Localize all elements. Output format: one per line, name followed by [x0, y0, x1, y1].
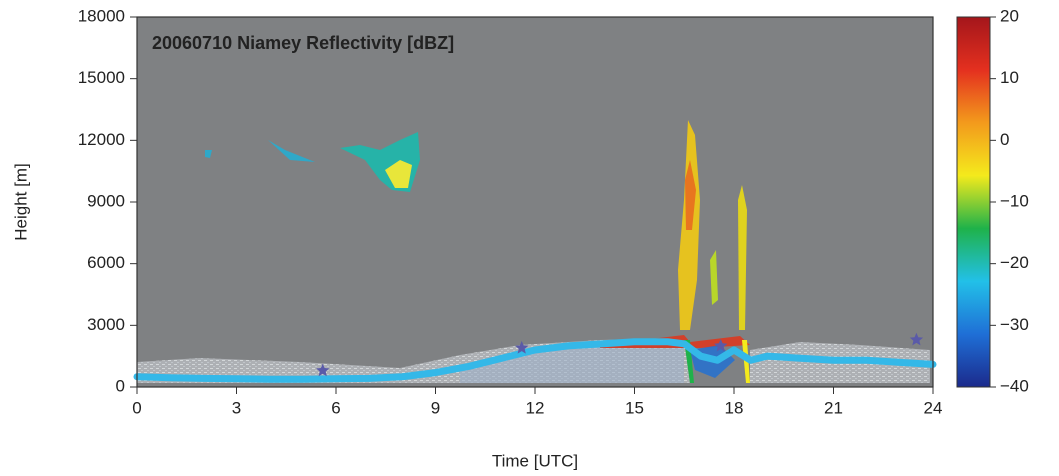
star-marker [909, 332, 924, 346]
star-marker [714, 338, 728, 352]
colorbar [956, 16, 991, 388]
x-axis-label: Time [UTC] [492, 451, 578, 470]
colorbar-tick-label: −30 [1000, 315, 1029, 334]
boundary-layer-line [133, 338, 937, 383]
colorbar-tick-label: −40 [1000, 376, 1029, 395]
plot-area [137, 17, 933, 387]
x-tick-label: 9 [431, 398, 440, 417]
y-tick-label: 3000 [87, 315, 125, 334]
x-tick-label: 6 [331, 398, 340, 417]
x-tick-label: 24 [924, 398, 943, 417]
y-tick-label: 6000 [87, 253, 125, 272]
x-tick-label: 18 [725, 398, 744, 417]
x-tick-label: 21 [824, 398, 843, 417]
y-tick-label: 18000 [78, 6, 125, 25]
x-tick-label: 0 [132, 398, 141, 417]
y-tick-label: 15000 [78, 68, 125, 87]
chart-title: 20060710 Niamey Reflectivity [dBZ] [152, 33, 454, 53]
star-marker [515, 340, 529, 354]
y-axis-label: Height [m] [11, 163, 30, 240]
x-tick-label: 12 [526, 398, 545, 417]
colorbar-tick-label: −20 [1000, 253, 1029, 272]
star-marker [316, 363, 330, 377]
x-tick-label: 15 [625, 398, 644, 417]
colorbar-tick-label: 0 [1000, 130, 1009, 149]
colorbar-tick-label: −10 [1000, 191, 1029, 210]
y-tick-label: 9000 [87, 191, 125, 210]
reflectivity-field [137, 120, 930, 383]
colorbar-tick-label: 10 [1000, 68, 1019, 87]
y-tick-label: 0 [116, 376, 125, 395]
y-tick-label: 12000 [78, 130, 125, 149]
x-tick-label: 3 [232, 398, 241, 417]
colorbar-tick-label: 20 [1000, 6, 1019, 25]
